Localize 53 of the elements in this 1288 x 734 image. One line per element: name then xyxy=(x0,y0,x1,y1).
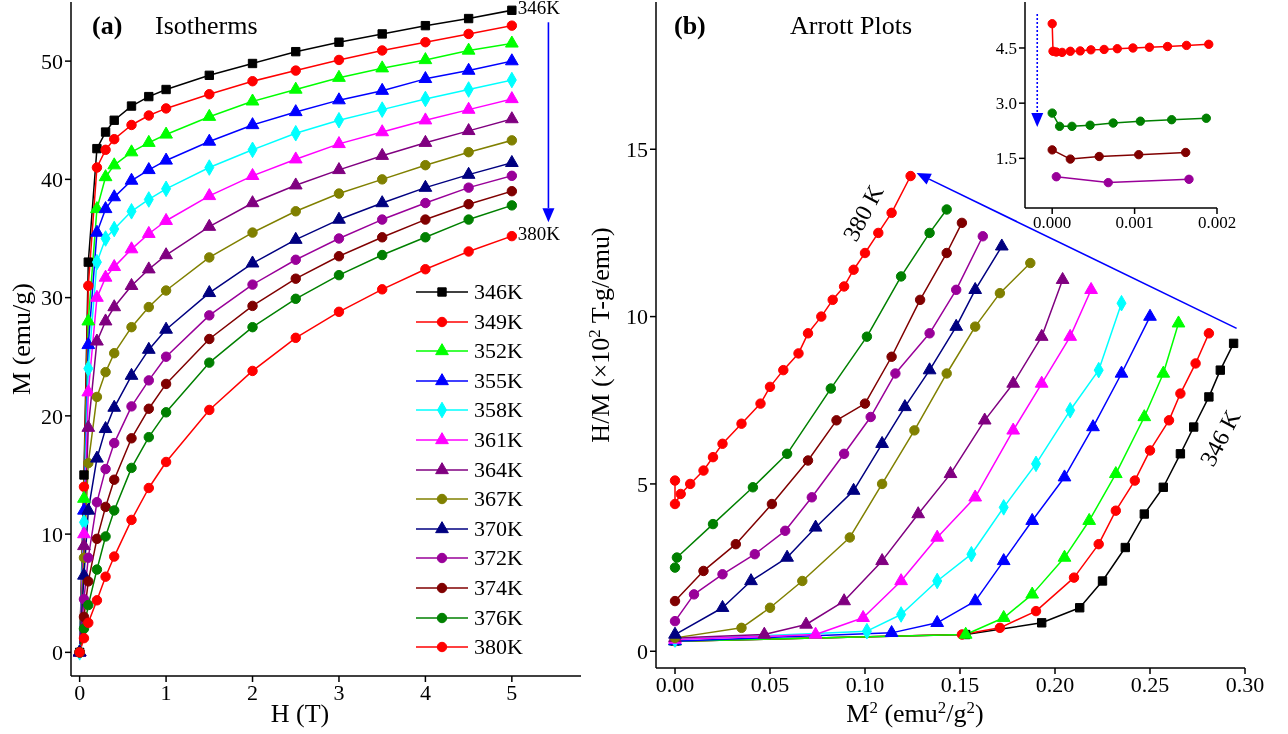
legend-label: 367K xyxy=(474,486,523,513)
y-tick-label: 5 xyxy=(637,471,648,497)
x-tick-label: 3 xyxy=(333,679,345,705)
y-axis-title: M (emu/g) xyxy=(7,283,36,395)
y-tick-label: 10 xyxy=(41,521,63,547)
y-tick-label: 3.0 xyxy=(995,94,1017,114)
annotation: 346K xyxy=(517,0,561,19)
chart-subtitle: Isotherms xyxy=(155,11,258,40)
legend-label: 372K xyxy=(474,545,523,572)
x-tick-label: 0.15 xyxy=(940,671,980,697)
y-tick-label: 40 xyxy=(41,167,63,193)
y-tick-label: 4.5 xyxy=(995,39,1017,59)
x-tick-label: 1 xyxy=(160,679,172,705)
y-tick-label: 10 xyxy=(626,304,648,330)
chart-subtitle: Arrott Plots xyxy=(790,11,913,40)
x-tick-label: 0 xyxy=(74,679,86,705)
x-tick-label: 0.002 xyxy=(1197,213,1237,233)
x-tick-label: 0.10 xyxy=(845,671,885,697)
x-tick-label: 5 xyxy=(506,679,518,705)
annotation: 380 K xyxy=(837,179,889,246)
x-tick-label: 4 xyxy=(419,679,431,705)
y-tick-label: 15 xyxy=(626,137,648,163)
y-tick-label: 30 xyxy=(41,285,63,311)
y-tick-label: 0 xyxy=(637,639,648,665)
y-tick-label: 1.5 xyxy=(995,149,1017,169)
x-tick-label: 2 xyxy=(247,679,259,705)
annotation: 346 K xyxy=(1194,404,1246,471)
legend-label: 346K xyxy=(474,278,523,305)
annotation: 380K xyxy=(517,223,561,245)
legend-label: 380K xyxy=(474,634,523,661)
x-tick-label: 0.000 xyxy=(1033,213,1072,233)
x-tick-label: 0.20 xyxy=(1035,671,1075,697)
x-tick-label: 0.25 xyxy=(1130,671,1170,697)
legend-label: 364K xyxy=(474,456,523,483)
x-tick-label: 0.05 xyxy=(750,671,790,697)
x-tick-label: 0.30 xyxy=(1225,671,1265,697)
x-axis-title: H (T) xyxy=(270,699,330,728)
y-tick-label: 50 xyxy=(41,48,63,74)
legend-label: 358K xyxy=(474,397,523,424)
chart-title: (b) xyxy=(674,11,706,40)
legend-label: 361K xyxy=(474,426,523,453)
legend-label: 376K xyxy=(474,604,523,631)
x-tick-label: 0.001 xyxy=(1115,213,1154,233)
y-tick-label: 0 xyxy=(52,640,63,666)
x-tick-label: 0.00 xyxy=(655,671,695,697)
legend-label: 374K xyxy=(474,574,523,601)
x-axis-title: M$^{2}$ (emu$^{2}$/g$^{2}$) xyxy=(846,697,984,728)
y-tick-label: 20 xyxy=(41,403,63,429)
legend-label: 349K xyxy=(474,308,523,335)
chart-title: (a) xyxy=(92,11,123,40)
legend-label: 370K xyxy=(474,515,523,542)
legend-label: 355K xyxy=(474,367,523,394)
legend-label: 352K xyxy=(474,338,523,365)
